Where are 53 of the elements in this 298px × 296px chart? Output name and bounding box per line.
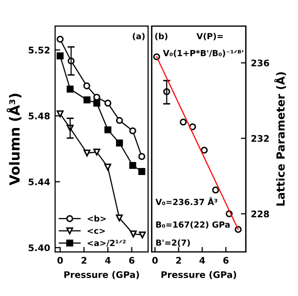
point <box>138 231 146 238</box>
annotation: B₀=167(22) GPa <box>156 221 230 229</box>
point <box>66 86 74 93</box>
x-tick-label: 4 <box>105 257 111 264</box>
point <box>138 153 146 160</box>
point <box>116 140 123 146</box>
x-tick-label: 2 <box>82 256 86 264</box>
x-tick-label: 6 <box>129 256 134 264</box>
point <box>83 82 90 90</box>
annotation: V(P)= <box>196 32 223 40</box>
y2-axis-title: Lattice Parameter (Å) <box>274 72 286 206</box>
annotation: V₀(1+P*B'/B₀)⁻¹ᐟᴮ' <box>162 50 244 58</box>
point <box>200 146 208 154</box>
point <box>129 162 136 169</box>
x-tick-label: 6 <box>223 256 229 264</box>
point <box>104 100 112 107</box>
y-tick-label: 5.40 <box>28 244 50 252</box>
x-tick-label: 2 <box>176 256 181 264</box>
point <box>116 214 123 222</box>
y2-tick-label: 232 <box>251 135 269 142</box>
y-tick-label: 5.48 <box>28 112 50 120</box>
point <box>104 126 112 134</box>
point <box>104 164 112 171</box>
point <box>138 168 146 175</box>
y2-tick-label: 236 <box>251 60 270 66</box>
legend-label: <c> <box>88 228 105 234</box>
point <box>56 36 64 43</box>
annotation: (b) <box>155 32 168 40</box>
x-tick-label: 4 <box>200 257 205 264</box>
point <box>93 94 100 101</box>
y-tick-label: 5.44 <box>28 178 50 186</box>
x-tick-label: 0 <box>152 256 158 264</box>
point <box>130 230 137 238</box>
annotation: B'=2(7) <box>156 239 190 247</box>
point <box>180 118 187 126</box>
x-axis-title: Pressure (GPa) <box>64 271 139 280</box>
legend-label: <a>/2¹ᐟ² <box>88 240 126 247</box>
annotation: (a) <box>132 32 145 40</box>
legend-label: <b> <box>88 215 106 222</box>
point <box>84 150 90 157</box>
y-axis-title: Volumn (Å³) <box>6 94 22 186</box>
point <box>93 148 100 156</box>
point <box>56 52 64 60</box>
point <box>116 116 123 124</box>
x-tick-label: 0 <box>57 256 63 264</box>
point <box>84 96 90 104</box>
y2-tick-label: 228 <box>251 210 269 218</box>
annotation: V₀=236.37 Å³ <box>155 197 218 206</box>
y-tick-label: 5.52 <box>28 46 50 54</box>
point <box>93 100 100 107</box>
point <box>129 127 136 134</box>
x-axis-title: Pressure (GPa) <box>161 271 236 280</box>
point <box>212 186 220 194</box>
